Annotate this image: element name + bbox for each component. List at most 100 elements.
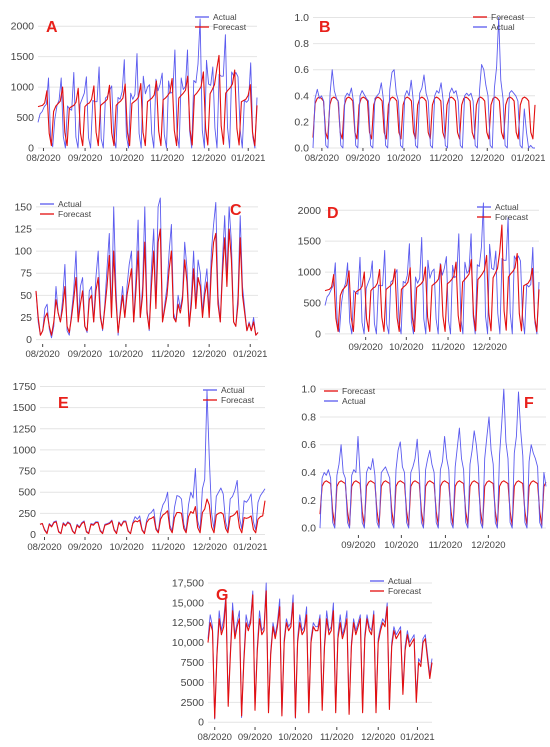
chart-d-legend-label: Actual <box>495 202 519 212</box>
chart-b-ytick-label: 0.4 <box>294 90 309 102</box>
chart-a-ytick-label: 0 <box>28 143 34 155</box>
chart-e-xtick-label: 08/2020 <box>27 542 61 553</box>
chart-e-xtick-label: 01/2021 <box>233 542 267 553</box>
chart-b-ytick-label: 0.2 <box>294 116 309 128</box>
chart-e-legend-label: Actual <box>221 385 245 395</box>
chart-c-ytick-label: 50 <box>20 290 32 302</box>
chart-g-ytick-label: 12,500 <box>172 617 204 629</box>
chart-b-ytick-label: 0.0 <box>294 143 309 155</box>
panel-b: 0.0 0.2 0.4 0.6 0.8 1.0 08/2020 09/2020 10/2020 1… <box>279 3 545 163</box>
chart-e-ytick-label: 1000 <box>13 444 37 456</box>
chart-c-legend-label: Forecast <box>58 209 92 219</box>
chart-g-ytick-label: 0 <box>198 717 204 729</box>
chart-b-ytick-label: 0.6 <box>294 64 309 76</box>
chart-c-ytick-label: 0 <box>26 334 32 346</box>
panel-letter-d: D <box>327 205 339 222</box>
chart-b-legend-label: Actual <box>491 22 515 32</box>
chart-f-series-forecast <box>319 480 547 526</box>
chart-c-ytick-label: 25 <box>20 312 32 324</box>
chart-e-ytick-label: 1750 <box>13 381 37 393</box>
chart-f-legend-label: Actual <box>342 396 366 406</box>
chart-e-series-actual <box>39 390 266 535</box>
chart-c-ytick-label: 125 <box>14 223 32 235</box>
chart-g-ytick-label: 7500 <box>181 657 205 669</box>
chart-f-ytick-label: 0.4 <box>301 467 316 479</box>
chart-e-svg: 0 250 500 750 1000 1250 1500 1750 08/2020 09/2020… <box>13 381 268 553</box>
chart-f-ytick-label: 1.0 <box>301 384 316 396</box>
panel-c: 0 25 50 75 100 125 150 08/2020 09/2020 10/2020 11/… <box>2 190 267 362</box>
chart-d-xtick-label: 09/2020 <box>348 342 382 353</box>
chart-b-xtick-label: 09/2020 <box>346 153 380 163</box>
panel-letter-b: B <box>319 19 331 36</box>
chart-f-xtick-label: 11/2020 <box>429 540 463 551</box>
chart-g-xtick-label: 01/2021 <box>400 732 434 743</box>
chart-g-ytick-label: 17,500 <box>172 577 204 589</box>
chart-f-legend-label: Forecast <box>342 386 376 396</box>
chart-g-xtick-label: 09/2020 <box>238 732 272 743</box>
chart-a-ytick-label: 1500 <box>11 51 35 63</box>
chart-b-xtick-label: 10/2020 <box>387 153 421 163</box>
chart-e-xtick-label: 12/2020 <box>193 542 227 553</box>
chart-a-ytick-label: 500 <box>16 112 34 124</box>
chart-e-xtick-label: 09/2020 <box>68 542 102 553</box>
chart-e-ytick-label: 500 <box>18 487 36 499</box>
chart-b-ytick-label: 0.8 <box>294 38 309 50</box>
chart-c-legend-label: Actual <box>58 199 82 209</box>
chart-d-xtick-label: 11/2020 <box>431 342 465 353</box>
chart-c-xtick-label: 01/2021 <box>233 349 267 360</box>
panel-letter-f: F <box>524 395 534 412</box>
panel-f: 0.0 0.2 0.4 0.6 0.8 1.0 09/2020 10/2020 11/2020 1… <box>284 377 548 555</box>
chart-f-ytick-label: 0.2 <box>301 495 316 507</box>
chart-c-xtick-label: 10/2020 <box>109 349 143 360</box>
chart-e-ytick-label: 1250 <box>13 423 37 435</box>
chart-e-ytick-label: 250 <box>18 508 36 520</box>
chart-b-xtick-label: 11/2020 <box>429 153 463 163</box>
chart-a-ytick-label: 2000 <box>11 21 35 33</box>
chart-f-ytick-label: 0.0 <box>301 523 316 535</box>
chart-e-xtick-label: 10/2020 <box>109 542 143 553</box>
chart-a-series-forecast <box>37 54 258 147</box>
chart-f-xtick-label: 10/2020 <box>384 540 418 551</box>
panel-e: 0 250 500 750 1000 1250 1500 1750 08/2020 09/2020… <box>2 379 272 557</box>
chart-d-ytick-label: 1500 <box>298 236 322 248</box>
chart-d-xtick-label: 10/2020 <box>389 342 423 353</box>
chart-a-xtick-label: 01/2021 <box>231 153 265 163</box>
chart-g-svg: 0 2500 5000 7500 10,000 12,500 15,000 17,500 08/… <box>172 576 435 743</box>
chart-a-series-actual <box>37 18 258 149</box>
chart-a-ytick-label: 1000 <box>11 82 35 94</box>
chart-a-svg: 0 500 1000 1500 2000 08/2020 09/2020 10/2020 11/… <box>11 12 266 163</box>
chart-b-xtick-label: 01/2021 <box>511 153 545 163</box>
chart-d-ytick-label: 1000 <box>298 267 322 279</box>
chart-b-xtick-label: 08/2020 <box>305 153 339 163</box>
chart-d-xtick-label: 12/2020 <box>473 342 507 353</box>
chart-a-xtick-label: 09/2020 <box>68 153 102 163</box>
chart-b-series-forecast <box>312 96 536 140</box>
chart-e-ytick-label: 0 <box>30 529 36 541</box>
chart-f-ytick-label: 0.6 <box>301 439 316 451</box>
panel-g: 0 2500 5000 7500 10,000 12,500 15,000 17,500 08/… <box>160 569 440 747</box>
chart-g-xtick-label: 12/2020 <box>361 732 395 743</box>
chart-f-series-actual <box>319 388 547 529</box>
chart-g-ytick-label: 5000 <box>181 677 205 689</box>
panel-letter-a: A <box>46 19 58 36</box>
chart-c-series-forecast <box>35 228 259 336</box>
chart-c-svg: 0 25 50 75 100 125 150 08/2020 09/2020 10/2020 11/… <box>14 197 267 360</box>
chart-g-xtick-label: 08/2020 <box>198 732 232 743</box>
chart-d-svg: 0 500 1000 1500 2000 09/2020 10/2020 11/2020 12/… <box>298 202 540 353</box>
chart-e-ytick-label: 1500 <box>13 402 37 414</box>
chart-d-ytick-label: 2000 <box>298 205 322 217</box>
chart-d-ytick-label: 0 <box>315 328 321 340</box>
chart-g-ytick-label: 2500 <box>181 697 205 709</box>
chart-f-svg: 0.0 0.2 0.4 0.6 0.8 1.0 09/2020 10/2020 11/2020 1… <box>301 384 547 551</box>
chart-g-ytick-label: 10,000 <box>172 637 204 649</box>
chart-c-xtick-label: 08/2020 <box>25 349 59 360</box>
chart-g-ytick-label: 15,000 <box>172 597 204 609</box>
chart-c-ytick-label: 100 <box>14 246 32 258</box>
chart-g-legend-label: Forecast <box>388 586 422 596</box>
chart-b-svg: 0.0 0.2 0.4 0.6 0.8 1.0 08/2020 09/2020 10/2020 1… <box>294 12 545 163</box>
chart-d-ytick-label: 500 <box>303 298 321 310</box>
chart-c-xtick-label: 09/2020 <box>68 349 102 360</box>
chart-g-xtick-label: 11/2020 <box>320 732 354 743</box>
chart-f-xtick-label: 12/2020 <box>471 540 505 551</box>
chart-a-xtick-label: 11/2020 <box>150 153 184 163</box>
